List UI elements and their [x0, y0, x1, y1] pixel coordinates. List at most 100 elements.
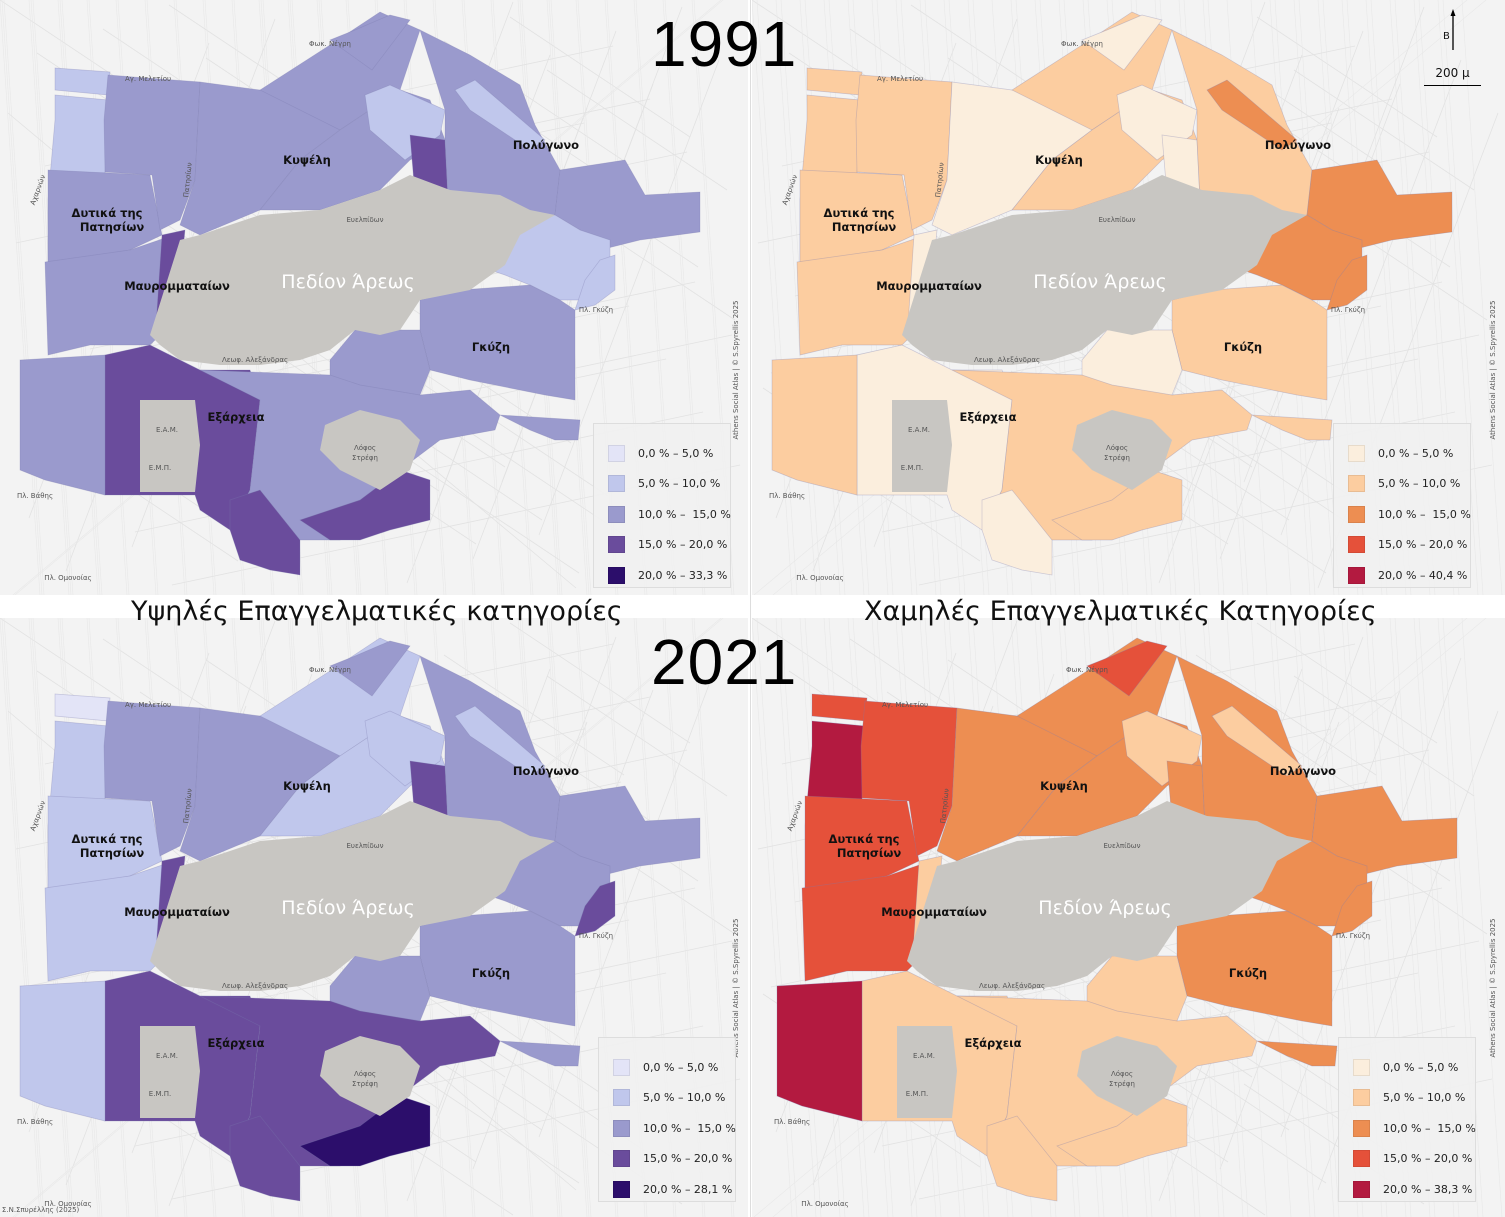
district-southA[interactable]	[981, 489, 1053, 576]
label-dytika-2: Πατησίων	[836, 846, 902, 860]
district-northA[interactable]	[103, 700, 201, 857]
district-northD[interactable]	[329, 640, 411, 697]
district-bigE[interactable]	[574, 254, 616, 311]
district-bigE[interactable]	[1331, 880, 1373, 937]
label-exarcheia: Εξάρχεια	[964, 1036, 1022, 1050]
district-southA[interactable]	[986, 1115, 1058, 1202]
district-polyg[interactable]	[454, 705, 546, 777]
legend-label: 5,0 % – 10,0 %	[643, 1091, 726, 1105]
legend-item: 5,0 % – 10,0 %	[608, 469, 721, 500]
legend-label: 5,0 % – 10,0 %	[638, 477, 721, 491]
district-dytika[interactable]	[804, 795, 920, 892]
label-gkyzi: Γκύζη	[1228, 966, 1268, 980]
legend-swatch	[613, 1058, 630, 1076]
district-southB[interactable]	[1051, 469, 1183, 541]
label-eam: Ε.Α.Μ.	[156, 426, 178, 434]
district-northA[interactable]	[860, 700, 958, 857]
subtitle-low-occupations: Χαμηλές Επαγγελματικές Κατηγορίες	[864, 596, 1377, 627]
choropleth-map	[752, 618, 1503, 1217]
district-eastC[interactable]	[1256, 1040, 1338, 1067]
district-bigE[interactable]	[574, 880, 616, 937]
label-gkyzi: Γκύζη	[471, 340, 511, 354]
district-westTop[interactable]	[806, 67, 863, 96]
street-fokionos-negri: Φωκ. Νέγρη	[1061, 40, 1103, 48]
label-emp: Ε.Μ.Π.	[148, 1090, 172, 1098]
legend-swatch	[1348, 475, 1365, 493]
street-pl-gkyzi: Πλ. Γκύζη	[1330, 306, 1366, 314]
legend-label: 20,0 % – 40,4 %	[1378, 568, 1468, 582]
year-title-2021: 2021	[651, 626, 798, 698]
legend-label: 15,0 % – 20,0 %	[1383, 1152, 1473, 1166]
district-northD[interactable]	[1086, 640, 1168, 697]
park-area	[907, 801, 1312, 991]
district-eastC[interactable]	[499, 1040, 581, 1067]
legend-swatch	[613, 1180, 630, 1198]
district-exarchSW[interactable]	[776, 980, 863, 1122]
street-alexandras: Λεωφ. Αλεξάνδρας	[973, 356, 1041, 364]
label-dytika-1: Δυτικά της	[71, 832, 143, 846]
district-southB[interactable]	[299, 469, 431, 541]
label-dytika-1: Δυτικά της	[71, 206, 143, 220]
district-westTop[interactable]	[54, 67, 111, 96]
street-alexandras: Λεωφ. Αλεξάνδρας	[221, 982, 289, 990]
legend-item: 15,0 % – 20,0 %	[1348, 530, 1467, 561]
label-dytika-1: Δυτικά της	[828, 832, 900, 846]
park-area	[902, 175, 1307, 365]
label-pedion-areos: Πεδίον Άρεως	[1038, 897, 1172, 919]
panel-divider	[750, 0, 751, 1217]
legend-label: 0,0 % – 5,0 %	[643, 1060, 719, 1074]
label-strefi-2: Στρέφη	[1109, 1080, 1135, 1088]
legend-label: 20,0 % – 33,3 %	[638, 568, 728, 582]
label-kypseli: Κυψέλη	[283, 153, 331, 167]
street-evelpidon: Ευελπίδων	[1103, 842, 1141, 850]
district-bigE[interactable]	[1326, 254, 1368, 311]
district-exarchSW[interactable]	[19, 354, 106, 496]
district-eastC[interactable]	[499, 414, 581, 441]
polytechnic-area	[897, 1026, 957, 1118]
district-southA[interactable]	[229, 1115, 301, 1202]
legend-item: 15,0 % – 20,0 %	[1353, 1144, 1472, 1175]
district-northD[interactable]	[329, 14, 411, 71]
street-evelpidon: Ευελπίδων	[346, 216, 384, 224]
label-exarcheia: Εξάρχεια	[207, 410, 265, 424]
legend-label: 10,0 % – 15,0 %	[638, 507, 731, 521]
district-northA[interactable]	[855, 74, 953, 231]
legend-item: 10,0 % – 15,0 %	[1353, 1113, 1476, 1144]
street-pl-vathis: Πλ. Βάθης	[768, 492, 806, 500]
district-exarchSW[interactable]	[771, 354, 858, 496]
map-panel-high-1991: Κυψέλη Πολύγωνο Δυτικά της Πατησίων Μαυρομμα…	[0, 0, 748, 595]
label-kypseli: Κυψέλη	[1035, 153, 1083, 167]
legend-item: 20,0 % – 40,4 %	[1348, 560, 1467, 591]
strefi-hill-area	[320, 1036, 420, 1116]
legend-item: 0,0 % – 5,0 %	[608, 438, 718, 469]
district-northA[interactable]	[103, 74, 201, 231]
scale-bar: 200 μ	[1424, 66, 1481, 86]
district-westTop[interactable]	[54, 693, 111, 722]
legend-item: 20,0 % – 33,3 %	[608, 560, 727, 591]
legend-item: 20,0 % – 28,1 %	[613, 1174, 732, 1205]
district-southB[interactable]	[1056, 1095, 1188, 1167]
district-eastC[interactable]	[1251, 414, 1333, 441]
label-strefi-2: Στρέφη	[1104, 454, 1130, 462]
street-pl-omonoias: Πλ. Ομονοίας	[801, 1200, 849, 1208]
label-gkyzi: Γκύζη	[1223, 340, 1263, 354]
street-fokionos-negri: Φωκ. Νέγρη	[309, 40, 351, 48]
label-mavrommataion: Μαυρομματαίων	[876, 279, 982, 293]
district-westTop[interactable]	[811, 693, 868, 722]
district-dytika[interactable]	[47, 169, 163, 266]
district-exarchSW[interactable]	[19, 980, 106, 1122]
district-polyg[interactable]	[1206, 79, 1298, 151]
label-polygono: Πολύγωνο	[512, 138, 580, 152]
street-evelpidon: Ευελπίδων	[1098, 216, 1136, 224]
label-eam: Ε.Α.Μ.	[156, 1052, 178, 1060]
district-dytika[interactable]	[47, 795, 163, 892]
district-polyg[interactable]	[454, 79, 546, 151]
legend-item: 0,0 % – 5,0 %	[1353, 1052, 1463, 1083]
district-dytika[interactable]	[799, 169, 915, 266]
district-northD[interactable]	[1081, 14, 1163, 71]
legend-label: 10,0 % – 15,0 %	[1383, 1121, 1476, 1135]
district-southB[interactable]	[299, 1095, 431, 1167]
district-polyg[interactable]	[1211, 705, 1303, 777]
atlas-credit: Athens Social Atlas | © S.Spyrellis 2025	[1489, 300, 1497, 440]
district-southA[interactable]	[229, 489, 301, 576]
